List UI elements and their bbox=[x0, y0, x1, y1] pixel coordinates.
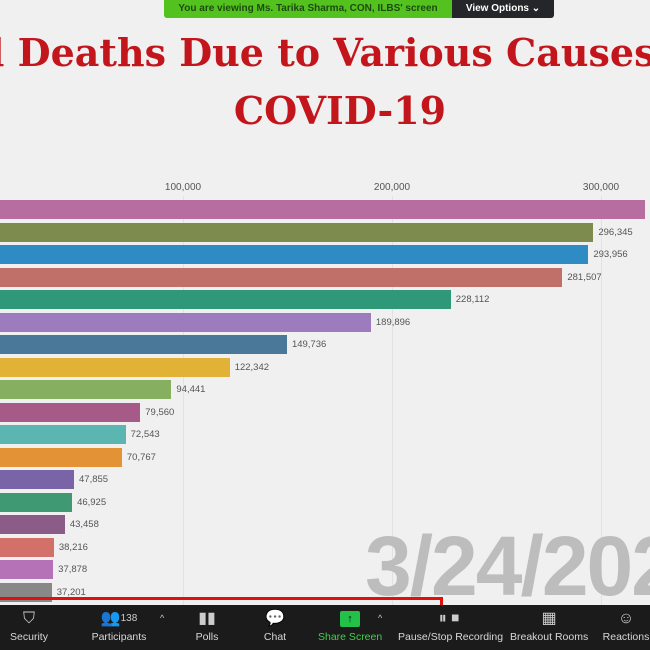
bar bbox=[0, 312, 371, 332]
pause-stop-recording-button[interactable]: ⏸ ⏹ Pause/Stop Recording bbox=[398, 605, 503, 650]
bar-value-label: 38,216 bbox=[58, 541, 88, 553]
chat-button[interactable]: 💬 Chat bbox=[258, 605, 292, 650]
bar-value-label: 293,956 bbox=[593, 249, 628, 260]
participants-button[interactable]: 👥138 Participants bbox=[88, 605, 150, 650]
breakout-rooms-icon: ▦ bbox=[541, 610, 557, 627]
bar-value-label: 189,896 bbox=[375, 316, 411, 328]
share-screen-icon: ↑ bbox=[318, 605, 382, 631]
breakout-rooms-button[interactable]: ▦ Breakout Rooms bbox=[510, 605, 588, 650]
gridline bbox=[601, 196, 602, 606]
bar-value-label: 94,441 bbox=[176, 384, 206, 395]
bar-value-label: 43,458 bbox=[69, 519, 99, 530]
bar-value-label: 70,767 bbox=[126, 451, 156, 463]
bar-value-label: 37,201 bbox=[56, 586, 86, 598]
bar bbox=[0, 447, 122, 467]
bar-value-label: 72,543 bbox=[130, 429, 160, 440]
shield-icon: ⛉ bbox=[22, 610, 35, 627]
bar-value-label: 296,345 bbox=[598, 226, 633, 238]
pause-stop-icon: ⏸ ⏹ bbox=[438, 610, 460, 627]
bar-value-label: 122,342 bbox=[234, 361, 270, 373]
bar-value-label: 228,112 bbox=[455, 294, 490, 305]
chart-subtitle: COVID-19 bbox=[233, 88, 447, 133]
bar bbox=[0, 560, 54, 579]
bar-value-label: 281,507 bbox=[567, 271, 602, 283]
bar bbox=[0, 425, 126, 444]
polls-icon: ▮▮ bbox=[198, 610, 216, 627]
bar bbox=[0, 402, 141, 422]
share-screen-button[interactable]: ↑ Share Screen bbox=[318, 605, 382, 650]
bar bbox=[0, 222, 594, 242]
bar bbox=[0, 515, 65, 534]
bar bbox=[0, 582, 52, 602]
view-options-button[interactable]: View Options ⌄ bbox=[452, 0, 554, 18]
chat-icon: 💬 bbox=[265, 610, 285, 627]
share-chevron-up-icon[interactable]: ^ bbox=[378, 613, 383, 623]
meeting-toolbar: ⛉ Security 👥138 Participants ^ ▮▮ Polls … bbox=[0, 605, 650, 650]
bar-value-label: 149,736 bbox=[291, 339, 327, 350]
bar bbox=[0, 470, 75, 489]
bar bbox=[0, 492, 73, 512]
bar-value-label: 79,560 bbox=[145, 406, 175, 418]
viewing-banner: You are viewing Ms. Tarika Sharma, CON, … bbox=[164, 0, 452, 18]
bar bbox=[0, 537, 54, 557]
bar bbox=[0, 200, 645, 219]
bar-value-label: 46,925 bbox=[77, 496, 107, 508]
bar-value-label: 37,878 bbox=[58, 564, 88, 575]
x-tick-label: 100,000 bbox=[164, 182, 202, 193]
chart-title: l Deaths Due to Various Causes bbox=[0, 30, 650, 75]
polls-button[interactable]: ▮▮ Polls bbox=[188, 605, 226, 650]
participants-chevron-up-icon[interactable]: ^ bbox=[160, 613, 165, 623]
bar bbox=[0, 267, 563, 287]
security-button[interactable]: ⛉ Security bbox=[4, 605, 54, 650]
gridline bbox=[392, 196, 393, 606]
bar bbox=[0, 380, 172, 399]
reactions-button[interactable]: ☺ Reactions bbox=[602, 605, 650, 650]
x-tick-label: 300,000 bbox=[582, 182, 620, 193]
bar bbox=[0, 357, 230, 377]
participant-count: 138 bbox=[120, 613, 138, 624]
x-tick-label: 200,000 bbox=[373, 182, 411, 193]
reactions-icon: ☺ bbox=[617, 610, 635, 627]
gridline bbox=[183, 196, 184, 606]
bar bbox=[0, 335, 287, 354]
participants-icon: 👥138 bbox=[100, 610, 138, 627]
bar bbox=[0, 245, 589, 264]
bar-value-label: 47,855 bbox=[79, 474, 109, 485]
bar bbox=[0, 290, 451, 309]
